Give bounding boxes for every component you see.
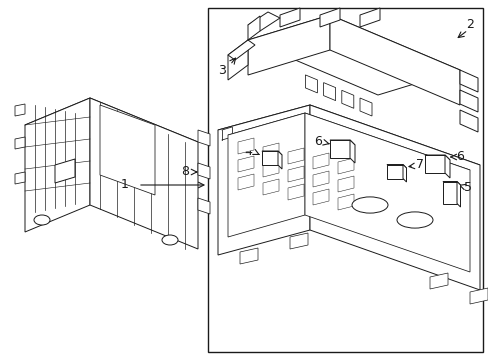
Polygon shape bbox=[238, 138, 253, 154]
Polygon shape bbox=[323, 82, 335, 100]
Polygon shape bbox=[329, 140, 349, 158]
Polygon shape bbox=[247, 12, 280, 31]
Polygon shape bbox=[349, 140, 354, 163]
Polygon shape bbox=[312, 171, 328, 187]
Polygon shape bbox=[238, 174, 253, 190]
Text: 3: 3 bbox=[218, 63, 225, 77]
Polygon shape bbox=[424, 155, 444, 173]
Polygon shape bbox=[459, 90, 477, 112]
Ellipse shape bbox=[162, 235, 178, 245]
Polygon shape bbox=[15, 172, 25, 184]
Polygon shape bbox=[55, 159, 75, 183]
Polygon shape bbox=[444, 155, 449, 178]
Polygon shape bbox=[238, 156, 253, 172]
Polygon shape bbox=[263, 143, 279, 159]
Polygon shape bbox=[424, 155, 449, 160]
Polygon shape bbox=[359, 8, 379, 27]
Polygon shape bbox=[359, 98, 371, 116]
Polygon shape bbox=[247, 15, 329, 75]
Polygon shape bbox=[263, 179, 279, 195]
Text: 5: 5 bbox=[463, 181, 471, 194]
Polygon shape bbox=[442, 181, 456, 203]
Polygon shape bbox=[337, 194, 353, 210]
Polygon shape bbox=[90, 98, 198, 249]
Polygon shape bbox=[227, 40, 247, 80]
Polygon shape bbox=[240, 248, 258, 264]
Polygon shape bbox=[100, 105, 155, 195]
Polygon shape bbox=[278, 151, 282, 169]
Text: 4: 4 bbox=[244, 145, 251, 158]
Text: 2: 2 bbox=[465, 18, 473, 31]
Polygon shape bbox=[227, 113, 305, 237]
Polygon shape bbox=[312, 189, 328, 205]
Polygon shape bbox=[337, 158, 353, 174]
Text: 7: 7 bbox=[415, 158, 423, 171]
Polygon shape bbox=[312, 153, 328, 169]
Polygon shape bbox=[309, 105, 479, 290]
Polygon shape bbox=[15, 137, 25, 149]
Polygon shape bbox=[402, 165, 406, 182]
Polygon shape bbox=[25, 98, 90, 232]
Polygon shape bbox=[337, 176, 353, 192]
Polygon shape bbox=[198, 163, 209, 179]
Polygon shape bbox=[227, 113, 469, 192]
Polygon shape bbox=[218, 105, 479, 190]
Polygon shape bbox=[459, 110, 477, 132]
Polygon shape bbox=[289, 233, 307, 249]
Polygon shape bbox=[198, 130, 209, 146]
Polygon shape bbox=[287, 184, 304, 200]
Polygon shape bbox=[469, 288, 487, 304]
Polygon shape bbox=[227, 40, 254, 60]
Polygon shape bbox=[329, 140, 354, 145]
Polygon shape bbox=[218, 105, 309, 255]
Polygon shape bbox=[15, 104, 25, 116]
Polygon shape bbox=[305, 113, 469, 272]
Bar bbox=[207, 8, 482, 352]
Text: 6: 6 bbox=[455, 150, 463, 163]
Polygon shape bbox=[25, 98, 198, 169]
Polygon shape bbox=[459, 70, 477, 92]
Polygon shape bbox=[262, 151, 282, 155]
Polygon shape bbox=[262, 151, 278, 165]
Polygon shape bbox=[287, 166, 304, 182]
Polygon shape bbox=[386, 165, 402, 179]
Polygon shape bbox=[280, 8, 299, 27]
Ellipse shape bbox=[396, 212, 432, 228]
Polygon shape bbox=[263, 161, 279, 177]
Polygon shape bbox=[442, 181, 460, 185]
Ellipse shape bbox=[34, 215, 50, 225]
Polygon shape bbox=[429, 273, 447, 289]
Polygon shape bbox=[341, 90, 353, 108]
Text: 8: 8 bbox=[181, 166, 189, 179]
Polygon shape bbox=[456, 181, 460, 207]
Polygon shape bbox=[319, 8, 339, 27]
Polygon shape bbox=[247, 15, 459, 95]
Polygon shape bbox=[198, 198, 209, 214]
Text: 1: 1 bbox=[121, 179, 129, 192]
Polygon shape bbox=[329, 15, 459, 105]
Text: 6: 6 bbox=[313, 135, 321, 148]
Polygon shape bbox=[305, 75, 317, 93]
Ellipse shape bbox=[351, 197, 387, 213]
Polygon shape bbox=[287, 148, 304, 164]
Polygon shape bbox=[386, 165, 406, 168]
Polygon shape bbox=[247, 16, 260, 40]
